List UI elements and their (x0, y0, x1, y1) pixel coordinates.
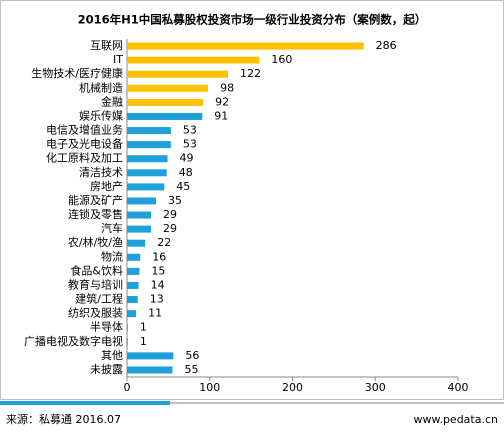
y-tick-label: IT (113, 53, 123, 66)
bar (127, 267, 140, 275)
value-label: 286 (376, 39, 397, 52)
value-label: 1 (140, 321, 147, 334)
y-tick-label: 纺织及服装 (68, 306, 123, 320)
bar (127, 253, 141, 261)
y-tick-label: 未披露 (90, 362, 123, 376)
bar (127, 296, 138, 304)
bar (127, 324, 128, 332)
y-tick-label: 食品&饮料 (70, 263, 123, 277)
value-label: 53 (183, 138, 197, 151)
value-label: 14 (151, 278, 165, 291)
x-tick-label: 400 (448, 381, 469, 394)
y-tick-label: 其他 (101, 349, 123, 362)
bar (127, 366, 173, 374)
bar (127, 42, 364, 50)
bar (127, 56, 260, 64)
value-label: 16 (152, 250, 166, 263)
value-label: 45 (176, 180, 190, 193)
footer-accent (0, 401, 170, 405)
bar (127, 211, 151, 219)
bar (127, 197, 156, 205)
bar (127, 141, 171, 149)
value-label: 91 (214, 109, 228, 122)
value-label: 160 (271, 53, 292, 66)
bar (127, 239, 146, 247)
value-label: 53 (183, 124, 197, 137)
value-label: 35 (168, 194, 182, 207)
x-tick-label: 0 (124, 381, 131, 394)
bar (127, 183, 165, 191)
bar (127, 127, 171, 135)
value-label: 1 (140, 335, 147, 348)
y-tick-label: 电信及增值业务 (46, 123, 123, 137)
bar (127, 98, 204, 106)
y-tick-label: 生物技术/医疗健康 (31, 66, 123, 80)
bar (127, 225, 151, 233)
y-tick-label: 建筑/工程 (75, 292, 123, 306)
chart-frame (0, 0, 504, 400)
y-tick-label: 娱乐传媒 (79, 108, 123, 122)
value-label: 13 (150, 293, 164, 306)
y-tick-label: 电子及光电设备 (46, 137, 123, 151)
y-tick-label: 房地产 (90, 179, 123, 193)
y-tick-label: 互联网 (90, 39, 123, 52)
y-tick-label: 连锁及零售 (68, 207, 123, 221)
bar (127, 84, 209, 92)
value-label: 48 (179, 166, 193, 179)
bar (127, 352, 174, 360)
x-tick-label: 300 (365, 381, 386, 394)
x-tick-label: 100 (199, 381, 220, 394)
y-tick-label: 金融 (101, 94, 123, 108)
source: 来源：私募通 2016.07 (6, 412, 121, 426)
bar (127, 281, 139, 289)
value-label: 11 (148, 307, 162, 320)
x-tick-label: 200 (282, 381, 303, 394)
website: www.pedata.cn (413, 413, 498, 426)
value-label: 22 (157, 236, 171, 249)
y-tick-label: 机械制造 (79, 80, 123, 94)
bar (127, 112, 203, 120)
bar (127, 310, 137, 318)
bar (127, 70, 228, 78)
footer-rule (170, 402, 504, 404)
y-tick-label: 广播电视及数字电视 (24, 334, 123, 348)
y-tick-label: 半导体 (90, 320, 123, 334)
value-label: 55 (185, 363, 199, 376)
y-tick-label: 物流 (101, 249, 123, 263)
value-label: 56 (185, 349, 199, 362)
y-tick-label: 汽车 (101, 221, 123, 235)
value-label: 29 (163, 222, 177, 235)
y-tick-label: 清洁技术 (79, 166, 123, 179)
value-label: 92 (215, 95, 229, 108)
value-label: 49 (180, 152, 194, 165)
y-tick-label: 能源及矿产 (68, 193, 123, 207)
bar (127, 155, 168, 163)
chart-title: 2016年H1中国私募股权投资市场一级行业投资分布（案例数，起） (78, 13, 427, 27)
value-label: 15 (151, 264, 165, 277)
bar (127, 169, 167, 177)
y-tick-label: 教育与培训 (68, 277, 123, 291)
bar (127, 338, 128, 346)
value-label: 29 (163, 208, 177, 221)
value-label: 122 (240, 67, 261, 80)
y-tick-label: 农/林/牧/渔 (68, 235, 123, 249)
value-label: 98 (220, 81, 234, 94)
y-tick-label: 化工原料及加工 (46, 151, 123, 165)
